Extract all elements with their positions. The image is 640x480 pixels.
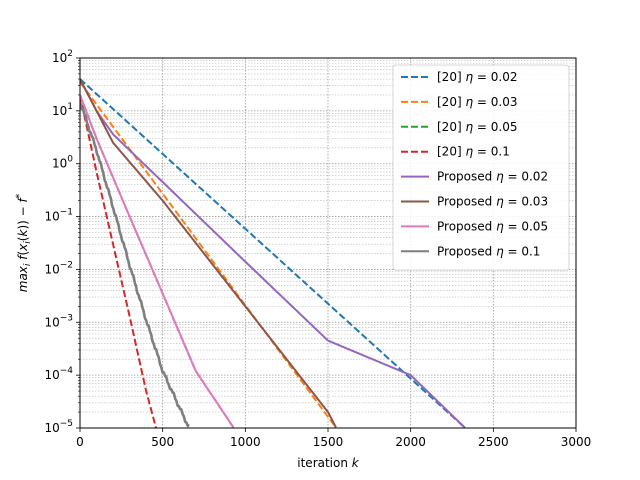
legend-entry: [20] η = 0.05 <box>437 120 517 134</box>
x-axis-label: iteration k <box>297 456 360 470</box>
series-line <box>80 94 158 428</box>
legend-entry: [20] η = 0.02 <box>437 70 517 84</box>
legend: [20] η = 0.02 [20] η = 0.03 [20] η = 0.05 [… <box>392 64 570 271</box>
y-tick-label: 10−5 <box>44 419 73 435</box>
x-tick-label: 500 <box>151 435 174 449</box>
y-tick-label: 101 <box>52 102 73 118</box>
y-axis: 102 101 100 10−1 10−2 10−3 10−4 10−5 <box>44 49 80 435</box>
y-tick-label: 10−3 <box>44 313 73 329</box>
y-tick-label: 10−2 <box>44 260 73 276</box>
series-line <box>80 81 337 428</box>
y-tick-label: 10−1 <box>44 208 73 224</box>
y-tick-label: 102 <box>52 49 73 65</box>
legend-entry: Proposed η = 0.05 <box>437 219 548 233</box>
x-tick-label: 1500 <box>313 435 344 449</box>
series-line <box>80 78 466 428</box>
series-lines <box>80 78 466 428</box>
x-tick-label: 3000 <box>561 435 592 449</box>
legend-entry: Proposed η = 0.03 <box>437 195 548 209</box>
legend-entry: [20] η = 0.1 <box>437 145 510 159</box>
series-line <box>80 94 235 428</box>
series-line <box>80 78 466 428</box>
series-line <box>80 101 190 428</box>
x-tick-label: 2500 <box>478 435 509 449</box>
y-axis-label: maxi f(xi(k)) − f* <box>15 193 33 292</box>
x-axis: 0 500 1000 1500 2000 2500 3000 <box>76 428 591 449</box>
y-tick-label: 100 <box>52 155 73 171</box>
legend-entry: [20] η = 0.03 <box>437 95 517 109</box>
y-tick-label: 10−4 <box>44 366 73 382</box>
x-tick-label: 0 <box>76 435 84 449</box>
x-tick-label: 1000 <box>230 435 261 449</box>
legend-frame <box>392 64 570 271</box>
series-line <box>80 78 337 428</box>
legend-entry: Proposed η = 0.1 <box>437 244 540 258</box>
legend-entry: Proposed η = 0.02 <box>437 170 548 184</box>
x-tick-label: 2000 <box>395 435 426 449</box>
